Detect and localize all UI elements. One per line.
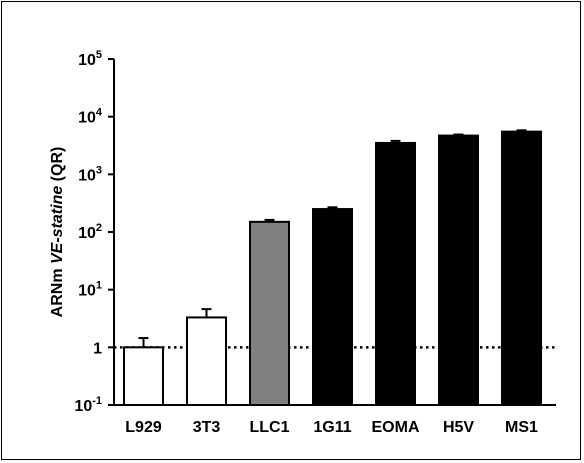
bar-eoma	[375, 141, 416, 406]
x-tick-label: MS1	[505, 419, 538, 436]
bar-llc1	[249, 220, 290, 406]
x-tick-label: 1G11	[313, 419, 351, 436]
bar-l929	[123, 346, 164, 407]
x-tick-labels: L929 3T3 LLC1 1G11 EOMA H5V MS1	[125, 419, 538, 436]
y-tick-label: 105	[78, 49, 102, 69]
bar-3t3	[186, 316, 227, 407]
x-tick-label: L929	[125, 419, 162, 436]
y-axis-title: ARNm VE-statine (QR)	[49, 147, 66, 318]
y-tick-label: 10-1	[74, 395, 102, 415]
y-tick-label: 103	[78, 164, 102, 184]
bar-h5v	[438, 134, 479, 406]
y-axis-label: ARNm VE-statine (QR)	[49, 147, 66, 318]
x-tick-label: H5V	[443, 419, 474, 436]
y-tick-label: 102	[78, 222, 102, 242]
y-tick-label: 104	[78, 107, 103, 127]
x-tick-label: LLC1	[250, 419, 290, 436]
x-tick-label: EOMA	[372, 419, 420, 436]
y-ticks: 10-1 1 101 102 103 104 105	[74, 49, 114, 415]
error-bars	[138, 129, 527, 348]
bar-ms1	[501, 130, 542, 406]
bars	[123, 130, 542, 407]
bar-1g11	[312, 208, 353, 406]
y-tick-label: 1	[93, 340, 102, 357]
x-tick-label: 3T3	[193, 419, 221, 436]
y-tick-label: 101	[78, 280, 102, 300]
